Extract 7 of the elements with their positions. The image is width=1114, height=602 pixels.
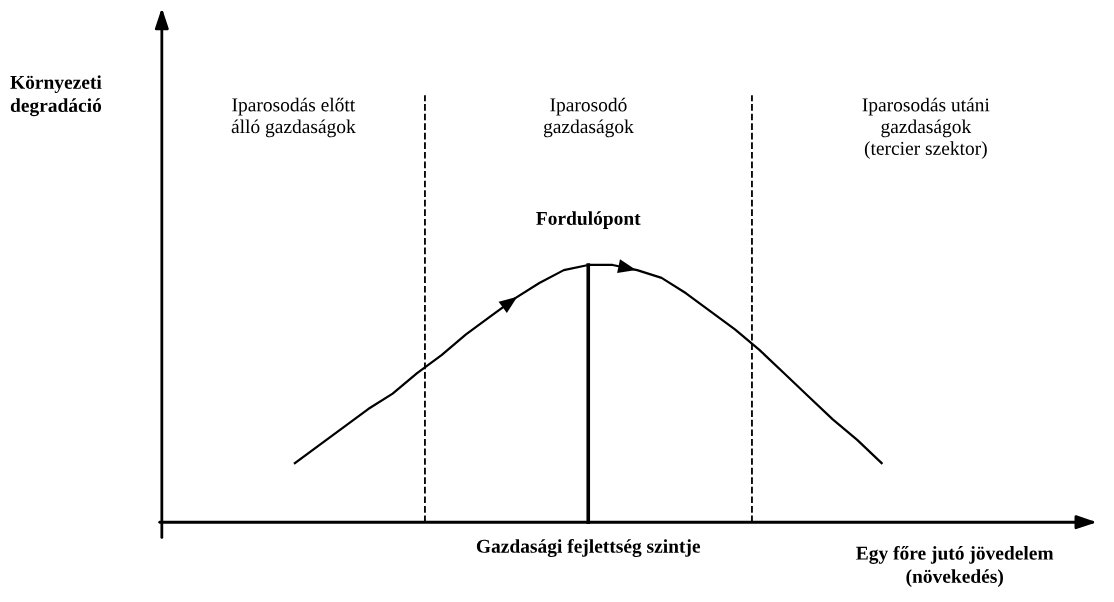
text: Gazdasági fejlettség szintje <box>476 538 701 557</box>
text: Iparosodás utáni gazdaságok (tercier szektor) <box>862 97 990 159</box>
text: Környezeti degradáció <box>10 75 102 117</box>
text: Iparosodó gazdaságok <box>543 97 634 138</box>
text: Fordulópont <box>536 211 641 229</box>
text: Iparosodás előtt álló gazdaságok <box>231 97 356 138</box>
x-axis-title: Egy főre jutó jövedelem (növekedés) <box>856 545 1054 587</box>
